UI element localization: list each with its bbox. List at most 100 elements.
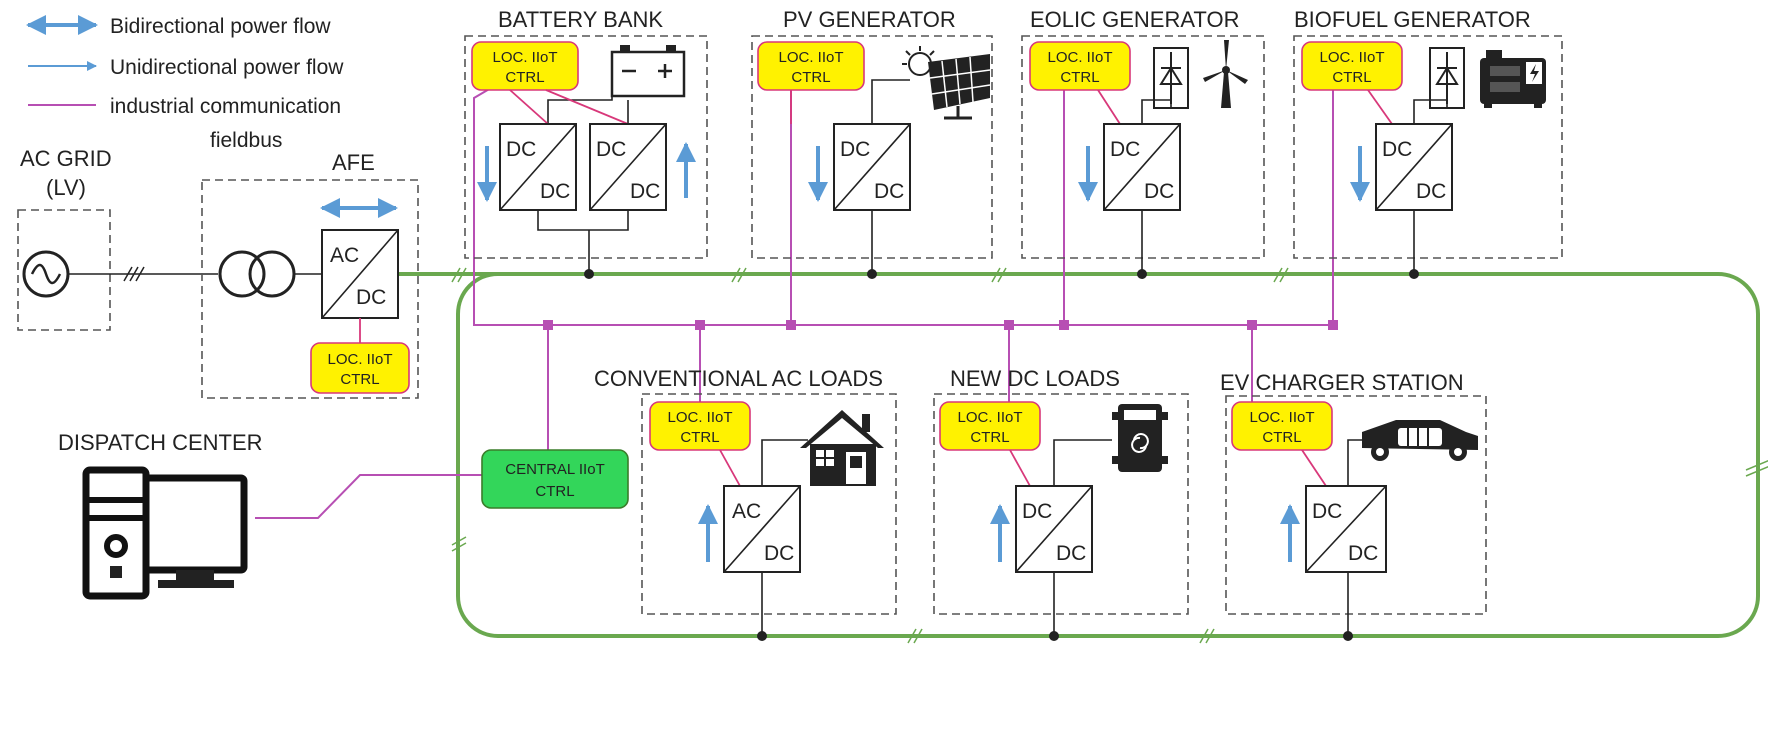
svg-text:LOC. IIoT: LOC. IIoT	[327, 351, 392, 368]
svg-text:DC: DC	[1110, 138, 1140, 161]
svg-text:CTRL: CTRL	[680, 429, 719, 446]
bus-hatch-marks	[451, 267, 1768, 644]
svg-text:DC: DC	[1348, 542, 1378, 565]
transformer-icon	[218, 250, 296, 298]
ac-source-icon	[22, 250, 70, 298]
svg-text:DC: DC	[356, 286, 386, 309]
dc-loads-box	[933, 393, 1189, 615]
dispatch-center-block: DISPATCH CENTER	[58, 430, 263, 600]
biofuel-local-ctrl: LOC. IIoT CTRL	[1301, 41, 1403, 91]
battery-local-ctrl: LOC. IIoT CTRL	[471, 41, 579, 91]
eolic-title: EOLIC GENERATOR	[1030, 7, 1239, 32]
fieldbus-network	[255, 87, 1338, 519]
biofuel-title: BIOFUEL GENERATOR	[1294, 7, 1531, 32]
svg-text:LOC. IIoT: LOC. IIoT	[1319, 49, 1384, 66]
ac-grid-subtitle: (LV)	[46, 175, 86, 200]
afe-local-ctrl: LOC. IIoT CTRL	[310, 342, 410, 394]
afe-title: AFE	[332, 150, 375, 175]
eolic-generator-block: EOLIC GENERATOR LOC. IIoT CTRL DC DC	[1021, 7, 1265, 279]
svg-text:LOC. IIoT: LOC. IIoT	[957, 409, 1022, 426]
pv-local-ctrl: LOC. IIoT CTRL	[757, 41, 865, 91]
svg-text:LOC. IIoT: LOC. IIoT	[667, 409, 732, 426]
svg-text:DC: DC	[506, 138, 536, 161]
svg-text:DC: DC	[840, 138, 870, 161]
house-icon	[800, 410, 884, 486]
ev-box	[1225, 395, 1487, 615]
svg-text:CTRL: CTRL	[340, 371, 379, 388]
biofuel-generator-block: BIOFUEL GENERATOR LOC. IIoT CTRL	[1293, 7, 1563, 279]
dispatch-title: DISPATCH CENTER	[58, 430, 263, 455]
svg-text:CTRL: CTRL	[505, 69, 544, 86]
legend-bidirectional: Bidirectional power flow	[110, 15, 331, 38]
computer-icon	[82, 466, 248, 600]
ac-loads-title: CONVENTIONAL AC LOADS	[594, 366, 883, 391]
legend-comm-line1: industrial communication	[110, 95, 341, 118]
battery-title: BATTERY BANK	[498, 7, 663, 32]
svg-text:LOC. IIoT: LOC. IIoT	[1047, 49, 1112, 66]
central-ctrl-line1: CENTRAL IIoT	[505, 461, 604, 478]
svg-text:DC: DC	[764, 542, 794, 565]
svg-text:AC: AC	[330, 244, 359, 267]
ev-converter: DC DC	[1305, 485, 1387, 573]
ac-loads-converter: AC DC	[723, 485, 801, 573]
afe-block: AFE AC DC LOC. IIoT CTRL	[201, 150, 419, 399]
solar-panel-icon	[902, 46, 991, 120]
battery-converter-2: DC DC	[589, 123, 667, 211]
pv-box	[751, 35, 993, 259]
ev-charger-block: EV CHARGER STATION LOC. IIoT CTRL DC DC	[1220, 370, 1487, 641]
svg-text:LOC. IIoT: LOC. IIoT	[778, 49, 843, 66]
svg-text:AC: AC	[732, 500, 761, 523]
battery-icon	[610, 45, 686, 98]
rectifier-icon	[1429, 47, 1465, 109]
svg-text:CTRL: CTRL	[1060, 69, 1099, 86]
svg-text:DC: DC	[596, 138, 626, 161]
battery-converter-1: DC DC	[499, 123, 577, 211]
electric-car-icon	[1362, 420, 1478, 461]
svg-text:CTRL: CTRL	[970, 429, 1009, 446]
dc-bus	[456, 272, 1760, 638]
svg-text:DC: DC	[630, 180, 660, 203]
battery-bank-block: BATTERY BANK LOC. IIoT CTRL DC DC	[464, 7, 708, 279]
biofuel-converter: DC DC	[1375, 123, 1453, 211]
legend-comm-line2: fieldbus	[210, 129, 282, 152]
svg-text:DC: DC	[1144, 180, 1174, 203]
pv-title: PV GENERATOR	[783, 7, 956, 32]
central-ctrl-line2: CTRL	[535, 483, 574, 500]
ev-local-ctrl: LOC. IIoT CTRL	[1231, 401, 1333, 451]
svg-text:DC: DC	[1022, 500, 1052, 523]
svg-text:DC: DC	[874, 180, 904, 203]
dc-load-icon	[1112, 404, 1168, 472]
battery-box	[464, 35, 708, 259]
dc-loads-local-ctrl: LOC. IIoT CTRL	[939, 401, 1041, 451]
biofuel-box	[1293, 35, 1563, 259]
eolic-local-ctrl: LOC. IIoT CTRL	[1029, 41, 1131, 91]
dc-loads-block: NEW DC LOADS LOC. IIoT CTRL DC DC	[933, 366, 1189, 641]
eolic-converter: DC DC	[1103, 123, 1181, 211]
rectifier-icon	[1153, 47, 1189, 109]
ac-grid-title: AC GRID	[20, 146, 112, 171]
svg-text:CTRL: CTRL	[1332, 69, 1371, 86]
afe-box	[201, 179, 419, 399]
ac-loads-block: CONVENTIONAL AC LOADS LOC. IIoT CTRL AC …	[594, 366, 897, 641]
ac-grid-block: AC GRID (LV)	[17, 146, 218, 331]
svg-text:CTRL: CTRL	[791, 69, 830, 86]
generator-icon	[1480, 50, 1546, 108]
eolic-box	[1021, 35, 1265, 259]
ev-title: EV CHARGER STATION	[1220, 370, 1464, 395]
dc-loads-converter: DC DC	[1015, 485, 1093, 573]
svg-text:DC: DC	[1416, 180, 1446, 203]
pv-converter: DC DC	[833, 123, 911, 211]
svg-text:CTRL: CTRL	[1262, 429, 1301, 446]
svg-text:LOC. IIoT: LOC. IIoT	[492, 49, 557, 66]
svg-text:DC: DC	[1382, 138, 1412, 161]
dc-loads-title: NEW DC LOADS	[950, 366, 1120, 391]
svg-text:DC: DC	[1056, 542, 1086, 565]
afe-converter: AC DC	[321, 229, 399, 319]
wind-turbine-icon	[1203, 40, 1248, 108]
legend-unidirectional: Unidirectional power flow	[110, 56, 344, 79]
pv-generator-block: PV GENERATOR LOC. IIoT CTRL DC D	[751, 7, 993, 279]
svg-text:DC: DC	[540, 180, 570, 203]
central-ctrl: CENTRAL IIoT CTRL	[481, 449, 629, 509]
svg-text:LOC. IIoT: LOC. IIoT	[1249, 409, 1314, 426]
